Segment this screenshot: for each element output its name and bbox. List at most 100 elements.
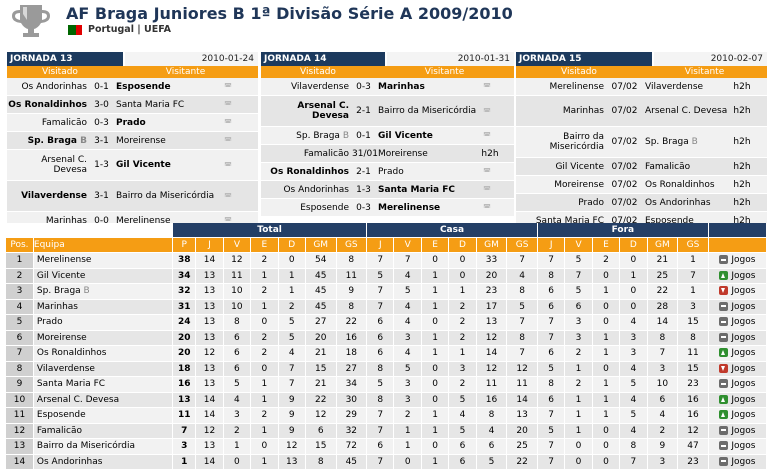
home-team[interactable]: Os Ronaldinhos [261, 167, 352, 177]
games-cell[interactable]: Jogos [708, 454, 768, 470]
home-team[interactable]: Vilaverdense [261, 82, 352, 92]
games-cell[interactable]: Jogos [708, 299, 768, 315]
home-team[interactable]: Arsenal C. Devesa [7, 155, 90, 175]
match-score[interactable]: 07/02 [611, 179, 638, 190]
match-row[interactable]: Famalicão 31/01 Moreirense h2h [261, 145, 514, 163]
match-row[interactable]: Arsenal C. Devesa 1-3 Gil Vicente ◚ [7, 150, 258, 181]
team-cell[interactable]: Vilaverdense [33, 361, 174, 377]
away-team[interactable]: Arsenal C. Devesa [642, 106, 732, 116]
away-team[interactable]: Os Andorinhas [642, 198, 732, 208]
home-team[interactable]: Sp. Braga B [261, 131, 352, 141]
team-cell[interactable]: Arsenal C. Devesa [33, 392, 174, 408]
match-score[interactable]: 0-3 [356, 81, 371, 92]
match-info-icon[interactable]: ◚ [224, 191, 232, 201]
match-score[interactable]: 07/02 [611, 161, 638, 172]
home-team[interactable]: Famalicão [7, 118, 90, 128]
team-name[interactable]: Prado [36, 317, 63, 328]
h2h-link[interactable]: h2h [733, 137, 751, 147]
team-name[interactable]: Bairro da Misericórdia [36, 441, 136, 452]
home-team[interactable]: Marinhas [7, 216, 90, 226]
team-name[interactable]: Sp. Braga [36, 286, 81, 297]
match-score[interactable]: 3-1 [94, 191, 109, 201]
team-name[interactable]: Merelinense [36, 255, 92, 266]
h2h-link[interactable]: h2h [733, 161, 751, 172]
team-name[interactable]: Arsenal C. Devesa [36, 394, 120, 405]
home-team[interactable]: Os Andorinhas [261, 185, 352, 195]
games-link[interactable]: Jogos [731, 270, 756, 281]
team-cell[interactable]: Famalicão [33, 423, 174, 439]
games-cell[interactable]: Jogos [708, 330, 768, 346]
games-link[interactable]: Jogos [731, 441, 756, 452]
games-cell[interactable]: Jogos [708, 268, 768, 284]
away-team[interactable]: Esposende [113, 82, 221, 92]
away-team[interactable]: Santa Maria FC [375, 185, 480, 195]
match-score[interactable]: 0-1 [94, 81, 109, 92]
match-row[interactable]: Famalicão 0-3 Prado ◚ [7, 114, 258, 132]
away-team[interactable]: Sp. Braga B [642, 137, 732, 147]
match-row[interactable]: Sp. Braga B 0-1 Gil Vicente ◚ [261, 127, 514, 145]
match-score[interactable]: 0-1 [356, 130, 371, 141]
match-row[interactable]: Merelinense 07/02 Vilaverdense h2h [516, 78, 767, 96]
match-info-icon[interactable]: ◚ [224, 100, 232, 109]
games-cell[interactable]: Jogos [708, 283, 768, 300]
h2h-link[interactable]: h2h [733, 81, 751, 92]
team-cell[interactable]: Sp. Braga B [33, 283, 174, 300]
home-team[interactable]: Moreirense [516, 180, 607, 190]
team-name[interactable]: Esposende [36, 410, 86, 421]
match-score[interactable]: 0-3 [94, 117, 109, 128]
match-info-icon[interactable]: ◚ [483, 106, 491, 116]
match-score[interactable]: 0-3 [356, 202, 371, 213]
home-team[interactable]: Esposende [261, 203, 352, 213]
match-score[interactable]: 3-1 [94, 135, 109, 146]
games-link[interactable]: Jogos [731, 394, 756, 405]
match-info-icon[interactable]: ◚ [224, 160, 232, 170]
home-team[interactable]: Gil Vicente [516, 162, 607, 172]
games-link[interactable]: Jogos [731, 363, 756, 374]
away-team[interactable]: Moreirense [113, 136, 221, 146]
team-cell[interactable]: Santa Maria FC [33, 376, 174, 393]
match-score[interactable]: 31/01 [352, 148, 378, 159]
team-name[interactable]: Famalicão [36, 425, 83, 436]
games-cell[interactable]: Jogos [708, 361, 768, 377]
match-row[interactable]: Vilaverdense 0-3 Marinhas ◚ [261, 78, 514, 96]
team-cell[interactable]: Marinhas [33, 299, 174, 315]
home-team[interactable]: Merelinense [516, 82, 607, 92]
match-row[interactable]: Arsenal C. Devesa 2-1 Bairro da Misericórd… [261, 96, 514, 127]
home-team[interactable]: Os Andorinhas [7, 82, 90, 92]
home-team[interactable]: Marinhas [516, 106, 607, 116]
match-row[interactable]: Os Ronaldinhos 3-0 Santa Maria FC ◚ [7, 96, 258, 114]
games-link[interactable]: Jogos [731, 255, 756, 266]
team-cell[interactable]: Merelinense [33, 252, 174, 269]
match-score[interactable]: 1-3 [94, 160, 109, 170]
match-score[interactable]: 3-0 [94, 99, 109, 110]
games-link[interactable]: Jogos [731, 379, 756, 390]
games-cell[interactable]: Jogos [708, 438, 768, 455]
h2h-link[interactable]: h2h [481, 148, 499, 159]
team-cell[interactable]: Os Ronaldinhos [33, 345, 174, 362]
away-team[interactable]: Bairro da Misericórdia [375, 106, 480, 116]
match-score[interactable]: 0-0 [94, 215, 109, 226]
match-info-icon[interactable]: ◚ [483, 167, 491, 176]
games-cell[interactable]: Jogos [708, 423, 768, 439]
away-team[interactable]: Famalicão [642, 162, 732, 172]
away-team[interactable]: Gil Vicente [113, 160, 221, 170]
match-score[interactable]: 1-3 [356, 184, 371, 195]
match-info-icon[interactable]: ◚ [483, 203, 491, 212]
team-cell[interactable]: Moreirense [33, 330, 174, 346]
match-row[interactable]: Esposende 0-3 Merelinense ◚ [261, 199, 514, 217]
away-team[interactable]: Merelinense [375, 203, 480, 213]
match-score[interactable]: 07/02 [611, 215, 638, 226]
away-team[interactable]: Gil Vicente [375, 131, 480, 141]
away-team[interactable]: Esposende [642, 216, 732, 226]
match-info-icon[interactable]: ◚ [483, 131, 491, 140]
match-row[interactable]: Os Andorinhas 0-1 Esposende ◚ [7, 78, 258, 96]
games-cell[interactable]: Jogos [708, 314, 768, 331]
home-team[interactable]: Prado [516, 198, 607, 208]
home-team[interactable]: Vilaverdense [7, 191, 90, 201]
away-team[interactable]: Merelinense [113, 216, 221, 226]
home-team[interactable]: Sp. Braga B [7, 136, 90, 146]
games-link[interactable]: Jogos [731, 410, 756, 421]
games-link[interactable]: Jogos [731, 456, 756, 467]
team-name[interactable]: Os Ronaldinhos [36, 348, 107, 359]
